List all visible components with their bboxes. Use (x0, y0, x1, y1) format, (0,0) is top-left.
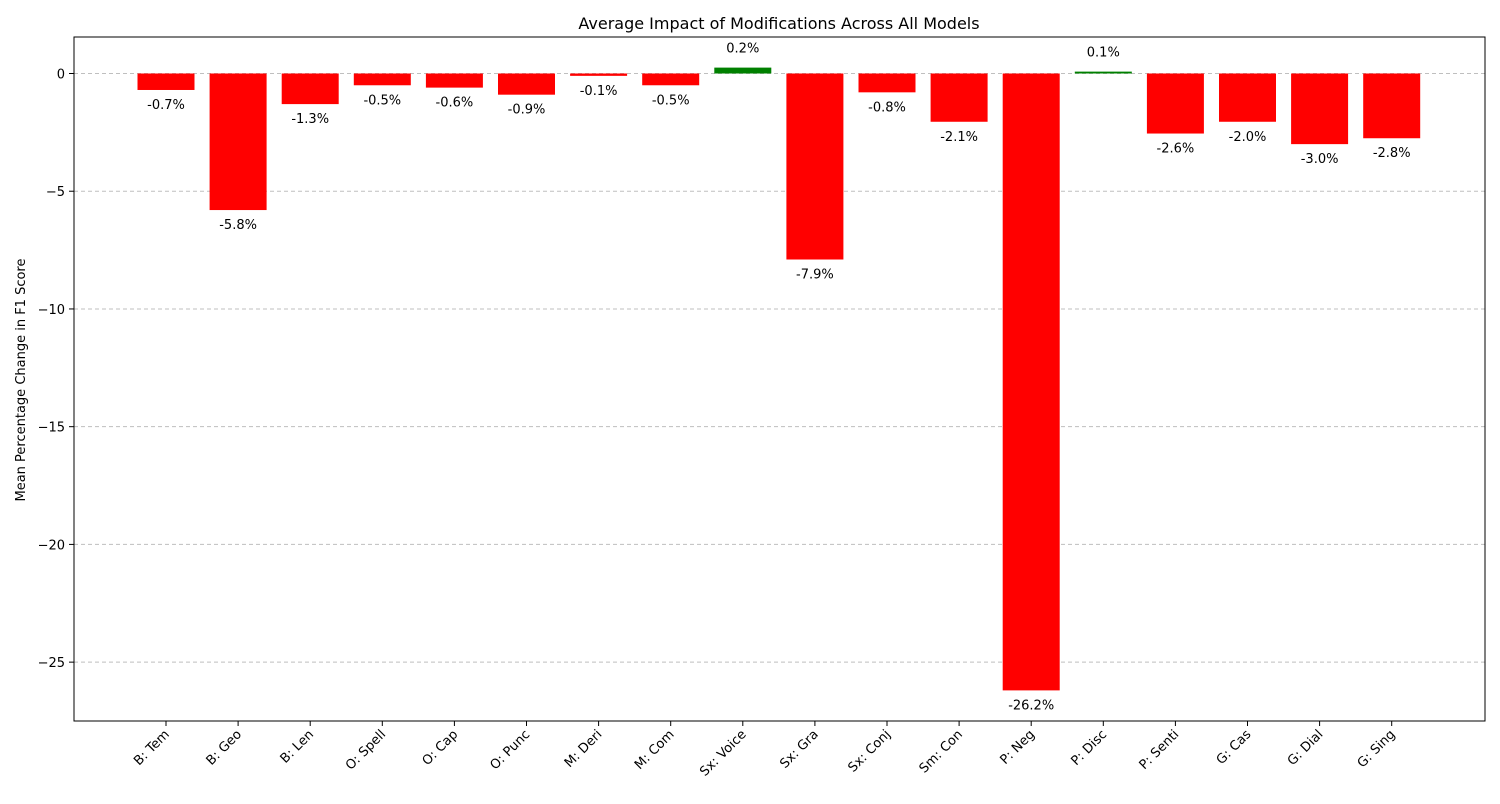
data-label: -2.8% (1373, 146, 1411, 161)
x-tick-label: P: Senti (1137, 727, 1183, 773)
y-tick-label: 0 (57, 67, 65, 82)
y-tick-label: −25 (38, 656, 65, 671)
bar (1219, 73, 1276, 122)
data-label: -1.3% (291, 112, 329, 127)
x-tick-label: Sx: Conj (846, 727, 894, 775)
chart-title: Average Impact of Modifications Across A… (578, 14, 979, 33)
data-label: -0.9% (508, 103, 546, 118)
bar (137, 73, 195, 90)
bars (137, 67, 1421, 691)
x-tick-label: M: Deri (562, 727, 606, 771)
bar (281, 73, 339, 105)
x-tick-label: B: Geo (204, 727, 245, 768)
data-labels: -0.7% -5.8% -1.3% -0.5% -0.6% -0.9% -0.1% -0.5%… (147, 42, 1410, 714)
bar (786, 73, 844, 260)
data-label: -0.5% (363, 93, 401, 108)
data-label: -0.6% (436, 96, 474, 111)
bar (1074, 71, 1132, 74)
x-tick-label: B: Len (278, 727, 317, 766)
x-axis-ticks: B: Tem B: Geo B: Len O: Spell O: Cap O: Punc M… (131, 721, 1399, 780)
x-tick-label: G: Cas (1214, 727, 1255, 768)
data-label: -5.8% (219, 218, 257, 233)
x-tick-label: P: Neg (997, 727, 1038, 768)
y-axis-label: Mean Percentage Change in F1 Score (14, 259, 29, 502)
data-label: -0.5% (652, 93, 690, 108)
x-tick-label: O: Spell (343, 727, 389, 773)
y-axis-ticks: 0 −5 −10 −15 −20 −25 (38, 67, 74, 671)
data-label: -0.8% (868, 100, 906, 115)
y-tick-label: −5 (46, 185, 65, 200)
bar (1291, 73, 1349, 145)
x-tick-label: Sx: Gra (777, 727, 821, 771)
bar (1002, 73, 1060, 691)
bar (353, 73, 411, 86)
x-tick-label: O: Cap (420, 727, 462, 769)
bar (642, 73, 700, 86)
bar (1363, 73, 1421, 139)
data-label: -0.1% (580, 84, 618, 99)
data-label: 0.2% (726, 42, 759, 57)
data-label: -2.1% (940, 130, 978, 145)
data-label: 0.1% (1087, 46, 1120, 61)
data-label: -2.6% (1157, 142, 1195, 157)
bar (425, 73, 483, 88)
grid-lines (74, 72, 1485, 663)
bar (930, 73, 988, 122)
x-tick-label: M: Com (632, 727, 678, 773)
x-tick-label: B: Tem (131, 727, 173, 769)
bar (498, 73, 555, 95)
y-tick-label: −15 (38, 421, 65, 436)
x-tick-label: Sx: Voice (697, 727, 749, 779)
y-tick-label: −10 (38, 303, 65, 318)
data-label: -0.7% (147, 98, 185, 113)
x-tick-label: P: Disc (1068, 727, 1110, 769)
bar (570, 73, 628, 76)
bar (714, 67, 772, 74)
bar (209, 73, 267, 211)
data-label: -2.0% (1229, 130, 1267, 145)
data-label: -3.0% (1301, 152, 1339, 167)
x-tick-label: O: Punc (488, 727, 534, 773)
data-label: -26.2% (1008, 698, 1054, 713)
data-label: -7.9% (796, 268, 834, 283)
x-tick-label: Sm: Con (917, 727, 966, 776)
y-tick-label: −20 (38, 538, 65, 553)
x-tick-label: G: Dial (1285, 727, 1327, 769)
bar (1146, 73, 1204, 134)
bar (858, 73, 916, 93)
plot-frame (73, 36, 1486, 722)
x-tick-label: G: Sing (1355, 727, 1399, 771)
